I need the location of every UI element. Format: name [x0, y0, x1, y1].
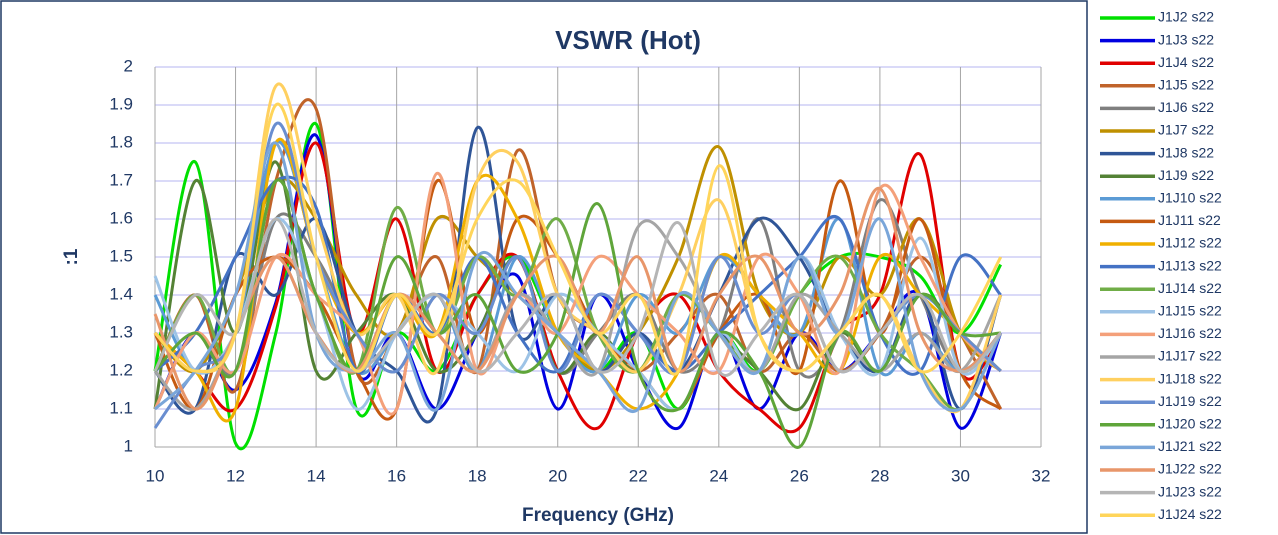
x-tick-label: 18 — [468, 466, 487, 485]
y-tick-label: 1.3 — [109, 322, 133, 341]
x-tick-label: 14 — [307, 466, 326, 485]
legend-label: J1J9 s22 — [1158, 167, 1214, 183]
x-tick-label: 20 — [548, 466, 567, 485]
y-tick-label: 1.4 — [109, 284, 133, 303]
legend-label: J1J23 s22 — [1158, 483, 1222, 499]
chart-title: VSWR (Hot) — [555, 25, 701, 55]
y-tick-label: 2 — [124, 56, 133, 75]
legend-label: J1J10 s22 — [1158, 190, 1222, 206]
y-axis-title: :1 — [61, 248, 82, 265]
legend-label: J1J21 s22 — [1158, 438, 1222, 454]
legend-label: J1J3 s22 — [1158, 31, 1214, 47]
x-axis-title: Frequency (GHz) — [522, 505, 674, 526]
legend-label: J1J24 s22 — [1158, 506, 1222, 522]
x-tick-label: 22 — [629, 466, 648, 485]
legend-label: J1J17 s22 — [1158, 348, 1222, 364]
x-tick-label: 26 — [790, 466, 809, 485]
y-tick-label: 1.8 — [109, 132, 133, 151]
series-line — [153, 217, 1002, 377]
y-tick-label: 1.9 — [109, 94, 133, 113]
legend-label: J1J13 s22 — [1158, 257, 1222, 273]
y-tick-label: 1.7 — [109, 170, 133, 189]
legend-label: J1J16 s22 — [1158, 325, 1222, 341]
x-tick-label: 10 — [146, 466, 165, 485]
y-tick-label: 1 — [124, 436, 133, 455]
y-tick-label: 1.1 — [109, 398, 133, 417]
x-tick-label: 24 — [709, 466, 728, 485]
x-tick-label: 28 — [870, 466, 889, 485]
x-tick-label: 12 — [226, 466, 245, 485]
legend-label: J1J2 s22 — [1158, 9, 1214, 25]
y-tick-label: 1.2 — [109, 360, 133, 379]
legend-label: J1J6 s22 — [1158, 99, 1214, 115]
x-tick-label: 16 — [387, 466, 406, 485]
legend-label: J1J18 s22 — [1158, 370, 1222, 386]
legend-label: J1J12 s22 — [1158, 235, 1222, 251]
legend-label: J1J8 s22 — [1158, 144, 1214, 160]
legend-label: J1J20 s22 — [1158, 416, 1222, 432]
legend-label: J1J4 s22 — [1158, 54, 1214, 70]
legend-label: J1J14 s22 — [1158, 280, 1222, 296]
legend-label: J1J15 s22 — [1158, 303, 1222, 319]
legend-label: J1J7 s22 — [1158, 122, 1214, 138]
x-tick-label: 32 — [1032, 466, 1051, 485]
legend-label: J1J5 s22 — [1158, 77, 1214, 93]
legend-label: J1J22 s22 — [1158, 461, 1222, 477]
x-tick-label: 30 — [951, 466, 970, 485]
legend-label: J1J11 s22 — [1158, 212, 1221, 228]
y-tick-label: 1.6 — [109, 208, 133, 227]
series-line — [153, 141, 1003, 413]
y-tick-label: 1.5 — [109, 246, 133, 265]
legend-label: J1J19 s22 — [1158, 393, 1222, 409]
series-line — [153, 141, 1002, 434]
series-line — [153, 102, 1003, 376]
